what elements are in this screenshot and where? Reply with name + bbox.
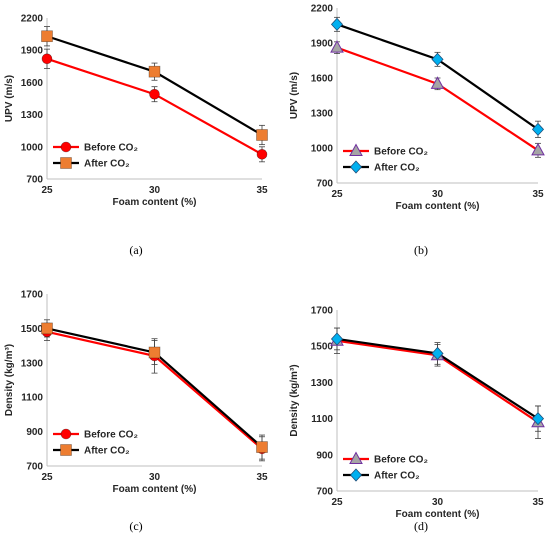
x-tick-label: 25 bbox=[41, 185, 53, 196]
y-tick-label: 1100 bbox=[21, 393, 43, 404]
data-point bbox=[430, 76, 445, 89]
panel-caption: (a) bbox=[129, 243, 142, 257]
data-point bbox=[531, 412, 545, 426]
x-axis-label: Foam content (%) bbox=[113, 197, 197, 208]
data-point bbox=[431, 52, 444, 66]
y-tick-label: 700 bbox=[26, 462, 43, 473]
legend: Before CO₂ After CO₂ bbox=[343, 451, 428, 482]
legend-label: Before CO₂ bbox=[374, 455, 428, 466]
legend-marker bbox=[60, 141, 72, 153]
data-point bbox=[330, 332, 344, 346]
x-tick-label: 30 bbox=[432, 189, 444, 200]
x-tick-label: 35 bbox=[256, 472, 268, 483]
y-tick-label: 1600 bbox=[311, 74, 334, 85]
y-tick-label: 1900 bbox=[311, 39, 334, 50]
y-tick-label: 1600 bbox=[21, 78, 44, 89]
y-tick-label: 1700 bbox=[21, 290, 44, 301]
data-point bbox=[531, 122, 545, 136]
data-point bbox=[330, 17, 344, 31]
x-tick-label: 30 bbox=[149, 472, 161, 483]
chart-panel: 700 1000 1300 1600 1900 2200 25 30 35 Foam conten… bbox=[4, 14, 268, 258]
x-tick-label: 25 bbox=[331, 189, 343, 200]
panel-caption: (c) bbox=[129, 519, 142, 533]
legend: Before CO₂ After CO₂ bbox=[53, 141, 138, 170]
x-axis-label: Foam content (%) bbox=[396, 509, 480, 520]
data-point bbox=[330, 40, 344, 53]
y-tick-label: 1300 bbox=[21, 110, 44, 121]
panel-caption: (b) bbox=[414, 243, 428, 257]
data-point bbox=[256, 149, 268, 160]
x-tick-label: 35 bbox=[532, 497, 544, 508]
legend-label: Before CO₂ bbox=[84, 430, 138, 441]
legend-label: After CO₂ bbox=[84, 159, 130, 170]
x-tick-label: 25 bbox=[331, 497, 343, 508]
y-tick-label: 700 bbox=[316, 487, 333, 498]
x-tick-label: 30 bbox=[432, 497, 444, 508]
data-point bbox=[256, 129, 268, 141]
y-axis-label: UPV (m/s) bbox=[4, 75, 15, 122]
x-tick-label: 35 bbox=[532, 189, 544, 200]
legend-marker bbox=[349, 451, 363, 464]
legend-label: Before CO₂ bbox=[84, 143, 138, 154]
y-tick-label: 1500 bbox=[311, 342, 334, 353]
legend: Before CO₂ After CO₂ bbox=[53, 428, 138, 457]
x-axis-label: Foam content (%) bbox=[396, 201, 480, 212]
data-point bbox=[41, 53, 53, 65]
legend-label: After CO₂ bbox=[374, 163, 420, 174]
x-tick-label: 25 bbox=[41, 472, 53, 483]
y-tick-label: 1000 bbox=[21, 142, 44, 153]
y-tick-label: 1000 bbox=[311, 144, 334, 155]
y-axis-label: UPV (m/s) bbox=[289, 72, 300, 119]
legend-marker bbox=[60, 444, 72, 456]
y-tick-label: 700 bbox=[26, 175, 43, 186]
y-tick-label: 1500 bbox=[21, 324, 44, 335]
legend-marker bbox=[349, 468, 363, 482]
y-axis-label: Density (kg/m³) bbox=[289, 364, 300, 436]
chart-panel: 700 1000 1300 1600 1900 2200 25 30 35 Foam conten… bbox=[289, 4, 545, 257]
legend: Before CO₂ After CO₂ bbox=[343, 143, 428, 174]
data-point bbox=[148, 346, 161, 359]
data-point bbox=[148, 65, 161, 78]
data-point bbox=[531, 142, 545, 156]
chart-panel: 700 900 1100 1300 1500 1700 25 30 35 Foam content… bbox=[4, 290, 268, 534]
data-point bbox=[41, 30, 53, 43]
legend-label: Before CO₂ bbox=[374, 147, 428, 158]
y-tick-label: 1300 bbox=[311, 109, 334, 120]
y-tick-label: 1300 bbox=[21, 358, 44, 369]
legend-marker bbox=[349, 160, 363, 174]
x-axis-label: Foam content (%) bbox=[113, 484, 197, 495]
y-tick-label: 1900 bbox=[21, 46, 44, 57]
data-point bbox=[256, 441, 268, 453]
data-point bbox=[41, 322, 53, 335]
x-tick-label: 30 bbox=[149, 185, 161, 196]
y-tick-label: 700 bbox=[316, 179, 333, 190]
y-tick-label: 1300 bbox=[311, 378, 334, 389]
y-axis-label: Density (kg/m³) bbox=[4, 344, 15, 416]
x-tick-label: 35 bbox=[256, 185, 268, 196]
y-tick-label: 2200 bbox=[21, 14, 44, 25]
y-tick-label: 900 bbox=[26, 427, 43, 438]
panel-caption: (d) bbox=[414, 519, 428, 533]
data-point bbox=[149, 88, 160, 100]
series-line bbox=[46, 35, 263, 136]
y-tick-label: 1700 bbox=[311, 306, 334, 317]
legend-marker bbox=[60, 157, 72, 169]
legend-label: After CO₂ bbox=[374, 471, 420, 482]
y-tick-label: 900 bbox=[316, 450, 333, 461]
legend-marker bbox=[349, 143, 363, 156]
legend-label: After CO₂ bbox=[84, 446, 130, 457]
chart-panel: 700 900 1100 1300 1500 1700 25 30 35 Foam content… bbox=[289, 306, 545, 533]
y-tick-label: 1100 bbox=[311, 414, 333, 425]
data-point bbox=[431, 346, 444, 361]
legend-marker bbox=[60, 428, 72, 440]
y-tick-label: 2200 bbox=[311, 4, 334, 15]
